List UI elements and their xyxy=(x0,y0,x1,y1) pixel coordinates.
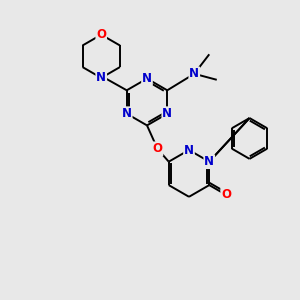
Text: N: N xyxy=(184,143,194,157)
Text: N: N xyxy=(189,67,199,80)
Text: O: O xyxy=(152,142,163,155)
Text: O: O xyxy=(96,28,106,41)
Text: N: N xyxy=(162,107,172,120)
Text: N: N xyxy=(96,71,106,84)
Text: N: N xyxy=(204,155,214,168)
Text: O: O xyxy=(221,188,231,201)
Text: N: N xyxy=(142,72,152,85)
Text: N: N xyxy=(122,107,132,120)
